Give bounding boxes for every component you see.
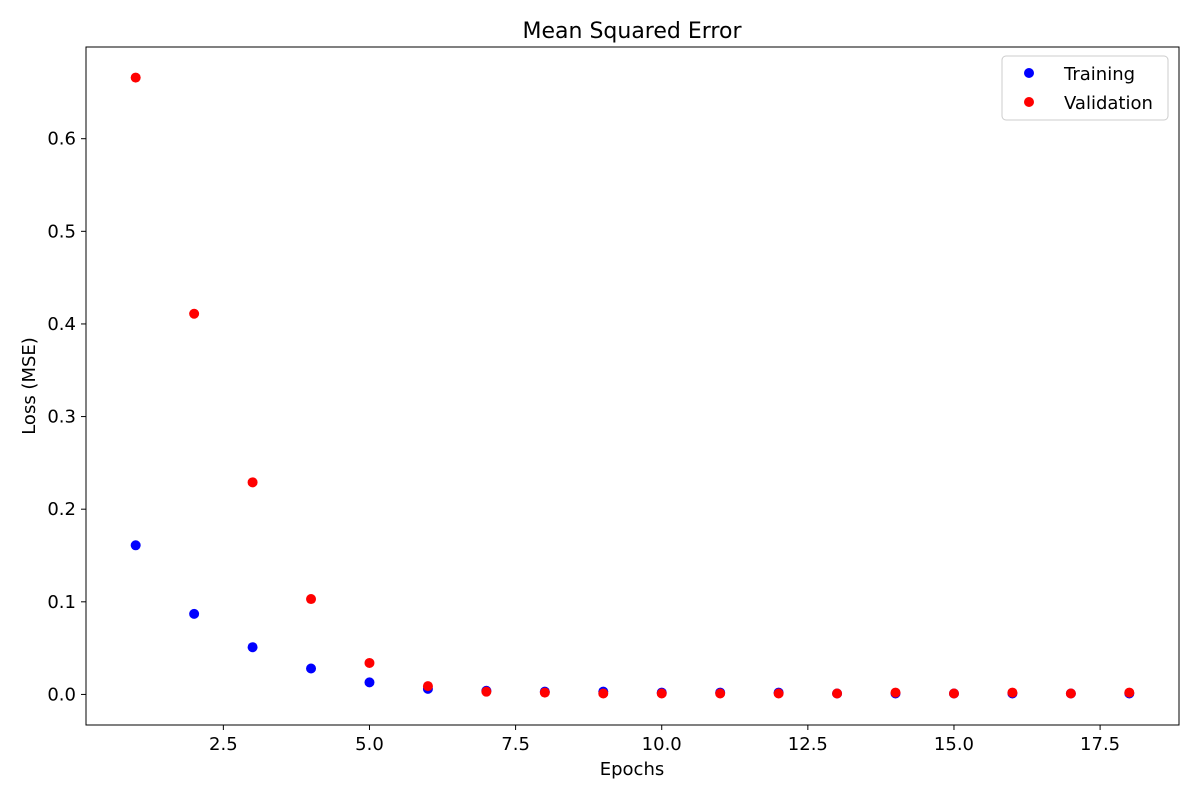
validation-point (364, 657, 375, 668)
x-axis-label: Epochs (600, 759, 665, 780)
training-point (189, 608, 200, 619)
legend-label-validation: Validation (1064, 93, 1153, 114)
x-tick-label: 2.5 (209, 734, 238, 755)
validation-point (598, 688, 609, 699)
validation-point (948, 688, 959, 699)
plot-frame (85, 46, 1180, 726)
validation-point (1007, 687, 1018, 698)
x-tick-label: 5.0 (355, 734, 384, 755)
legend-marker-validation (1024, 97, 1034, 107)
validation-point (1065, 688, 1076, 699)
validation-point (715, 688, 726, 699)
y-tick-label: 0.5 (47, 221, 76, 242)
validation-point (656, 688, 667, 699)
x-tick-label: 15.0 (934, 734, 974, 755)
y-tick-label: 0.3 (47, 407, 76, 428)
y-tick-label: 0.6 (47, 129, 76, 150)
chart-title: Mean Squared Error (523, 19, 743, 44)
validation-point (130, 72, 141, 83)
validation-point (539, 687, 550, 698)
x-axis-ticks: 2.5 5.0 7.5 10.0 12.5 15.0 17.5 (209, 725, 1120, 755)
training-point (306, 663, 317, 674)
legend-box (1001, 55, 1169, 121)
validation-point (890, 687, 901, 698)
training-point (364, 677, 375, 688)
validation-point (189, 308, 200, 319)
validation-point (1124, 687, 1135, 698)
legend-marker-training (1024, 68, 1034, 78)
x-tick-label: 12.5 (788, 734, 828, 755)
validation-point (422, 681, 433, 692)
y-axis-ticks: 0.0 0.1 0.2 0.3 0.4 0.5 0.6 (47, 129, 86, 705)
x-tick-label: 10.0 (642, 734, 682, 755)
legend: Training Validation (1001, 55, 1169, 121)
y-tick-label: 0.2 (47, 499, 76, 520)
y-tick-label: 0.0 (47, 684, 76, 705)
y-tick-label: 0.1 (47, 592, 76, 613)
validation-point (247, 477, 258, 488)
y-tick-label: 0.4 (47, 314, 76, 335)
x-tick-label: 7.5 (501, 734, 530, 755)
validation-point (832, 688, 843, 699)
validation-point (481, 686, 492, 697)
x-tick-label: 17.5 (1080, 734, 1120, 755)
legend-label-training: Training (1063, 64, 1135, 85)
y-axis-label: Loss (MSE) (19, 337, 40, 435)
training-point (130, 540, 141, 551)
validation-point (773, 688, 784, 699)
data-points (130, 72, 1135, 699)
training-point (247, 642, 258, 653)
validation-point (306, 594, 317, 605)
